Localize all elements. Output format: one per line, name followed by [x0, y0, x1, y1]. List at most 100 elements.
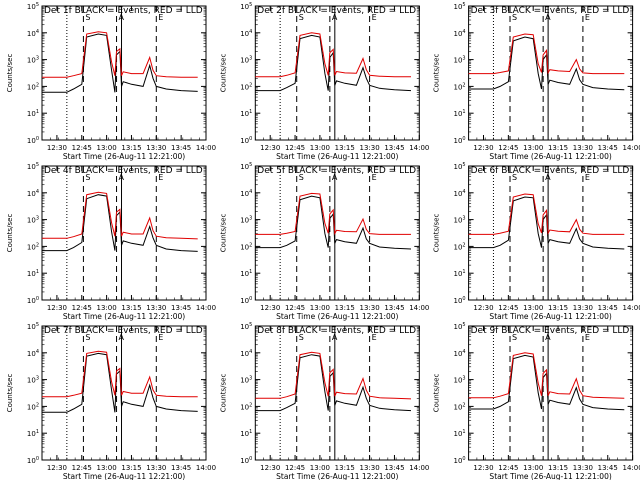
panel-title: Det 8f BLACK = Events, RED = LLD: [257, 326, 416, 336]
x-tick-label: 13:00: [310, 144, 330, 152]
y-axis-label: Counts/sec: [219, 374, 227, 413]
y-axis-label: Counts/sec: [433, 214, 441, 253]
x-tick-label: 13:15: [548, 304, 568, 312]
x-tick-label: 12:30: [473, 144, 493, 152]
x-tick-label: 13:30: [146, 464, 166, 472]
y-tick-label: 105: [27, 2, 39, 11]
x-tick-label: 12:30: [47, 144, 67, 152]
series-lld: [42, 191, 198, 240]
x-axis-label: Start Time (26-Aug-11 12:21:00): [63, 152, 185, 161]
x-tick-label: 13:15: [548, 464, 568, 472]
panel-8: Det 8f BLACK = Events, RED = LLD 100 101 10…: [219, 322, 429, 480]
panel-1: Det 1f BLACK = Events, RED = LLD 100 101 10…: [6, 2, 216, 161]
panel-4: Det 4f BLACK = Events, RED = LLD 100 101 10…: [6, 162, 216, 321]
series-events: [255, 354, 412, 412]
x-axis-label: Start Time (26-Aug-11 12:21:00): [489, 312, 611, 321]
plot-frame: [468, 5, 634, 141]
x-tick-label: 12:45: [498, 304, 518, 312]
x-tick-label: 13:30: [146, 304, 166, 312]
x-axis-label: Start Time (26-Aug-11 12:21:00): [276, 472, 398, 480]
panel-6: Det 6f BLACK = Events, RED = LLD 100 101 10…: [433, 162, 640, 321]
plot-frame: [41, 165, 207, 301]
x-tick-label: 14:00: [196, 144, 216, 152]
y-tick-label: 100: [240, 136, 252, 145]
x-tick-label: 13:15: [121, 304, 141, 312]
y-tick-label: 101: [27, 429, 39, 438]
x-tick-label: 14:00: [623, 464, 640, 472]
marker-label: A: [545, 173, 551, 182]
y-tick-label: 101: [453, 269, 465, 278]
y-axis-label: Counts/sec: [6, 54, 14, 93]
x-axis-label: Start Time (26-Aug-11 12:21:00): [63, 472, 185, 480]
y-tick-label: 102: [453, 242, 465, 251]
marker-label: S: [512, 13, 517, 22]
x-tick-label: 13:45: [171, 304, 191, 312]
y-tick-label: 103: [240, 376, 252, 385]
x-tick-label: 12:30: [260, 464, 280, 472]
marker-label: S: [85, 333, 90, 342]
y-tick-label: 102: [453, 82, 465, 91]
y-tick-label: 104: [453, 29, 465, 38]
x-tick-label: 12:30: [473, 464, 493, 472]
y-tick-label: 105: [27, 322, 39, 331]
x-tick-label: 12:45: [72, 304, 92, 312]
x-tick-label: 13:00: [523, 144, 543, 152]
y-tick-label: 101: [453, 429, 465, 438]
x-tick-label: 13:45: [598, 304, 618, 312]
y-tick-label: 100: [453, 136, 465, 145]
y-tick-label: 105: [453, 2, 465, 11]
x-tick-label: 13:00: [310, 304, 330, 312]
plot-frame: [41, 5, 207, 141]
y-tick-label: 104: [27, 29, 39, 38]
y-tick-label: 100: [453, 456, 465, 465]
x-tick-label: 12:45: [498, 464, 518, 472]
x-tick-label: 14:00: [623, 144, 640, 152]
x-tick-label: 14:00: [409, 144, 429, 152]
panel-title: Det 7f BLACK = Events, RED = LLD: [44, 326, 203, 336]
y-tick-label: 104: [27, 349, 39, 358]
x-tick-label: 13:30: [360, 144, 380, 152]
y-tick-label: 101: [27, 109, 39, 118]
x-tick-label: 13:30: [360, 464, 380, 472]
x-tick-label: 13:45: [598, 464, 618, 472]
series-events: [468, 196, 625, 250]
series-lld: [255, 32, 412, 78]
y-tick-label: 102: [27, 242, 39, 251]
x-tick-label: 12:45: [285, 144, 305, 152]
y-tick-label: 103: [453, 56, 465, 65]
x-tick-label: 13:00: [523, 304, 543, 312]
x-tick-label: 13:30: [573, 144, 593, 152]
marker-label: A: [545, 333, 551, 342]
x-tick-label: 12:45: [72, 144, 92, 152]
marker-label: A: [545, 13, 551, 22]
plot-frame: [41, 325, 207, 461]
y-tick-label: 104: [27, 189, 39, 198]
x-tick-label: 13:45: [384, 304, 404, 312]
x-tick-label: 13:00: [310, 464, 330, 472]
series-events: [468, 36, 625, 91]
x-axis-label: Start Time (26-Aug-11 12:21:00): [276, 312, 398, 321]
marker-label: E: [372, 333, 377, 342]
marker-label: S: [512, 333, 517, 342]
x-tick-label: 13:00: [97, 144, 117, 152]
marker-label: S: [299, 333, 304, 342]
x-tick-label: 12:45: [285, 304, 305, 312]
marker-label: E: [585, 13, 590, 22]
panel-2: Det 2f BLACK = Events, RED = LLD 100 101 10…: [219, 2, 429, 161]
x-tick-label: 13:45: [384, 144, 404, 152]
x-tick-label: 13:45: [598, 144, 618, 152]
x-tick-label: 12:30: [47, 464, 67, 472]
x-tick-label: 13:00: [97, 304, 117, 312]
marker-label: S: [85, 13, 90, 22]
series-lld: [42, 31, 198, 78]
panel-title: Det 9f BLACK = Events, RED = LLD: [471, 326, 630, 336]
x-tick-label: 13:15: [121, 464, 141, 472]
series-lld: [255, 192, 412, 236]
y-tick-label: 105: [453, 322, 465, 331]
y-tick-label: 103: [453, 216, 465, 225]
series-events: [468, 354, 625, 411]
panel-title: Det 1f BLACK = Events, RED = LLD: [44, 6, 203, 16]
series-events: [42, 194, 198, 252]
y-tick-label: 104: [453, 189, 465, 198]
panel-7: Det 7f BLACK = Events, RED = LLD 100 101 10…: [6, 322, 216, 480]
